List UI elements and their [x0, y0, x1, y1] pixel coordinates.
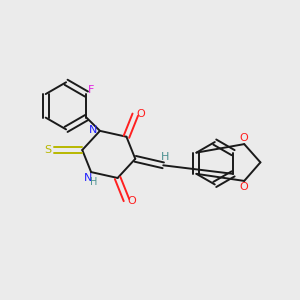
Text: F: F: [88, 85, 94, 94]
Text: O: O: [239, 133, 248, 142]
Text: O: O: [239, 182, 248, 192]
Text: O: O: [136, 109, 145, 119]
Text: S: S: [44, 145, 51, 155]
Text: O: O: [128, 196, 136, 206]
Text: N: N: [89, 125, 98, 135]
Text: H: H: [160, 152, 169, 162]
Text: N: N: [84, 173, 92, 183]
Text: H: H: [90, 177, 98, 187]
